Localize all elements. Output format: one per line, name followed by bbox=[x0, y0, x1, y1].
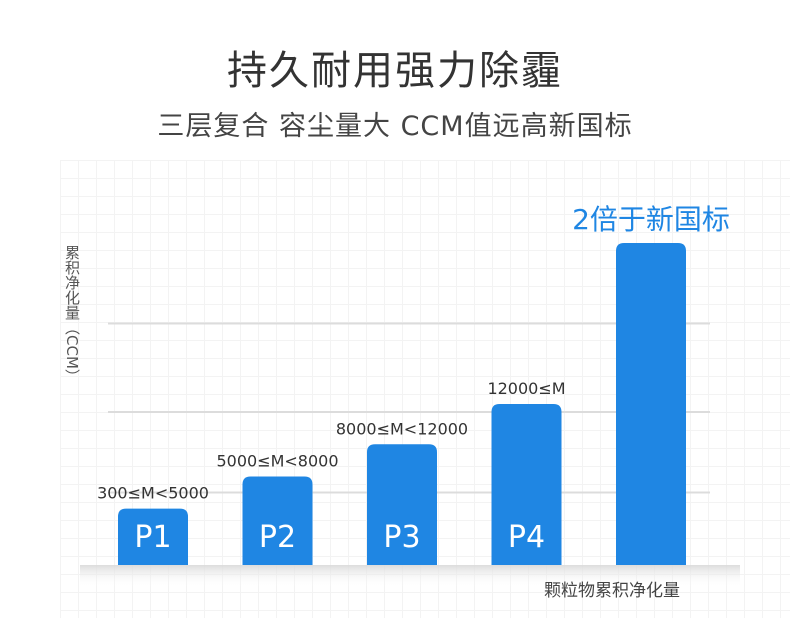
bar-3 bbox=[367, 444, 437, 565]
bar-category-label-3: P3 bbox=[383, 520, 420, 555]
bar-5 bbox=[616, 243, 686, 565]
bar-range-label-2: 5000≤M<8000 bbox=[216, 451, 338, 470]
page-subtitle: 三层复合 容尘量大 CCM值远高新国标 bbox=[157, 111, 633, 142]
chart-floor-shadow bbox=[80, 565, 740, 587]
bar-category-label-2: P2 bbox=[259, 520, 296, 555]
bar-4 bbox=[491, 404, 562, 565]
callout-label: 2倍于新国标 bbox=[572, 203, 730, 236]
bar-2 bbox=[242, 476, 313, 565]
bar-category-label-4: P4 bbox=[508, 520, 545, 555]
page-title: 持久耐用强力除霾 bbox=[227, 48, 563, 94]
y-axis-label: 累积净化量（CCM） bbox=[63, 245, 81, 384]
bar-1 bbox=[118, 508, 188, 565]
bar-range-label-1: 300≤M<5000 bbox=[97, 484, 209, 503]
bar-range-label-3: 8000≤M<12000 bbox=[336, 419, 468, 438]
x-axis-label: 颗粒物累积净化量 bbox=[544, 581, 680, 601]
bar-category-label-1: P1 bbox=[134, 520, 171, 555]
bar-range-label-4: 12000≤M bbox=[487, 379, 565, 398]
